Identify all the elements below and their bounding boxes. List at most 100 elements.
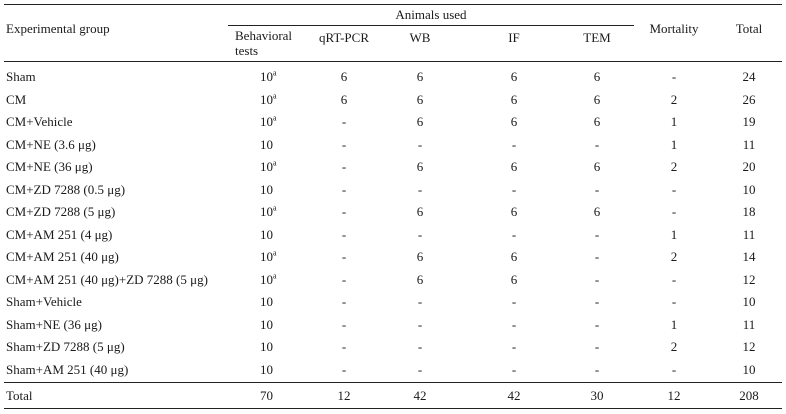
table-top-rule — [4, 4, 782, 5]
table-row: CM+Vehicle 10a - 6 6 6 1 19 — [4, 111, 782, 133]
row-wb-value: - — [417, 294, 423, 309]
row-total-value: 10 — [742, 181, 756, 197]
total-mortality: 12 — [667, 388, 681, 403]
row-tem-value: - — [594, 361, 600, 377]
row-behavioral-value: 10 — [260, 137, 273, 152]
table-row: CM+AM 251 (4 μg) 10- - - -1 11 — [4, 224, 782, 246]
row-behavioral-value: 10a — [260, 159, 277, 174]
row-qrtpcr-value: - — [341, 361, 347, 377]
row-group-label: CM+AM 251 (4 μg) — [6, 226, 113, 242]
row-tem-value: - — [594, 249, 600, 264]
row-wb-value: 6 — [416, 249, 424, 264]
row-group-label: Sham+ZD 7288 (5 μg) — [6, 339, 125, 354]
row-if-value: - — [511, 361, 517, 377]
row-mortality-value: 2 — [670, 91, 678, 107]
header-qrtpcr: qRT-PCR — [318, 30, 370, 45]
row-tem-value: - — [594, 226, 600, 242]
row-group-label: CM+AM 251 (40 μg)+ZD 7288 (5 μg) — [6, 271, 208, 287]
row-tem-value: 6 — [593, 114, 601, 129]
row-qrtpcr-value: - — [341, 226, 347, 242]
header-bottom-rule — [4, 61, 782, 62]
row-wb-value: - — [417, 339, 423, 354]
total-qrtpcr: 12 — [337, 388, 351, 403]
row-tem-value: 6 — [593, 159, 601, 174]
row-mortality-value: - — [671, 294, 677, 309]
total-row: Total 70 12 42 42 30 12 208 — [4, 385, 782, 407]
row-if-value: 6 — [510, 69, 518, 84]
row-wb-value: 6 — [416, 114, 424, 129]
table-row: Sham 10a 6 6 6 6 - 24 — [4, 66, 782, 88]
table-row: CM+AM 251 (40 μg) 10a - 6 6 - 2 14 — [4, 246, 782, 268]
row-tem-value: - — [594, 339, 600, 354]
behavioral-count: 10 — [260, 339, 273, 354]
row-mortality-value: 1 — [670, 136, 678, 152]
row-if-value: - — [511, 181, 517, 197]
row-if-value: 6 — [510, 204, 518, 219]
row-tem-value: 6 — [593, 69, 601, 84]
footnote-marker: a — [273, 113, 277, 123]
table-row: Sham+AM 251 (40 μg) 10 - - - - - 10 — [4, 359, 782, 381]
footnote-marker: a — [273, 203, 277, 213]
header-behavioral-line2: tests — [235, 43, 259, 58]
row-tem-value: - — [594, 181, 600, 197]
header-mortality: Mortality — [649, 21, 699, 36]
footnote-marker: a — [273, 68, 277, 78]
row-mortality-value: 1 — [670, 226, 678, 242]
row-group-label: CM+NE (36 μg) — [6, 159, 93, 174]
row-if-value: 6 — [510, 91, 518, 107]
row-group-label: CM+NE (3.6 μg) — [6, 136, 96, 152]
row-behavioral-value: 10a — [260, 249, 277, 264]
header-behavioral-line1: Behavioral — [235, 28, 293, 43]
row-total-value: 11 — [742, 226, 756, 242]
row-qrtpcr-value: - — [341, 249, 347, 264]
row-qrtpcr-value: - — [341, 204, 347, 219]
row-mortality-value: - — [671, 181, 677, 197]
total-if: 42 — [507, 388, 521, 403]
behavioral-count: 10 — [260, 181, 273, 197]
row-group-label: Sham — [6, 69, 36, 84]
row-wb-value: - — [417, 226, 423, 242]
footnote-marker: a — [273, 91, 277, 101]
row-qrtpcr-value: - — [341, 294, 347, 309]
total-behavioral: 70 — [260, 388, 273, 403]
footnote-marker: a — [273, 248, 277, 258]
row-group-label: CM+ZD 7288 (5 μg) — [6, 204, 116, 219]
row-wb-value: - — [417, 136, 423, 152]
table-row: CM+NE (3.6 μg) 10- - - -1 11 — [4, 134, 782, 156]
row-total-value: 24 — [742, 69, 756, 84]
row-if-value: - — [511, 294, 517, 309]
row-mortality-value: 2 — [670, 249, 678, 264]
row-group-label: CM+ZD 7288 (0.5 μg) — [6, 181, 126, 197]
row-if-value: - — [511, 226, 517, 242]
behavioral-count: 10 — [260, 91, 273, 107]
row-mortality-value: - — [671, 204, 677, 219]
table-bottom-rule — [4, 408, 782, 409]
row-if-value: 6 — [510, 114, 518, 129]
row-behavioral-value: 10a — [260, 204, 277, 219]
row-mortality-value: 2 — [670, 339, 678, 354]
table-row: CM 10a 6 6 6 6 2 26 — [4, 89, 782, 111]
row-group-label: CM+AM 251 (40 μg) — [6, 249, 119, 264]
header-if: IF — [508, 30, 520, 45]
animals-used-rule — [228, 25, 634, 26]
row-mortality-value: 1 — [670, 114, 678, 129]
row-behavioral-value: 10a — [260, 114, 277, 129]
row-tem-value: 6 — [593, 204, 601, 219]
table-row: Sham+Vehicle 10 - - - - - 10 — [4, 291, 782, 313]
total-total: 208 — [739, 388, 759, 403]
row-total-value: 12 — [742, 339, 756, 354]
row-total-value: 12 — [742, 271, 756, 287]
total-row-label: Total — [6, 388, 33, 403]
row-qrtpcr-value: - — [341, 136, 347, 152]
row-mortality-value: - — [671, 271, 677, 287]
row-behavioral-value: 10a — [260, 272, 277, 287]
row-behavioral-value: 10 — [260, 362, 273, 377]
header-animals-used: Animals used — [395, 7, 467, 22]
row-qrtpcr-value: 6 — [340, 69, 348, 84]
behavioral-count: 10 — [260, 114, 273, 129]
row-behavioral-value: 10 — [260, 227, 273, 242]
row-behavioral-value: 10 — [260, 317, 273, 332]
row-qrtpcr-value: - — [341, 159, 347, 174]
row-behavioral-value: 10 — [260, 294, 273, 309]
row-group-label: Sham+AM 251 (40 μg) — [6, 361, 129, 377]
